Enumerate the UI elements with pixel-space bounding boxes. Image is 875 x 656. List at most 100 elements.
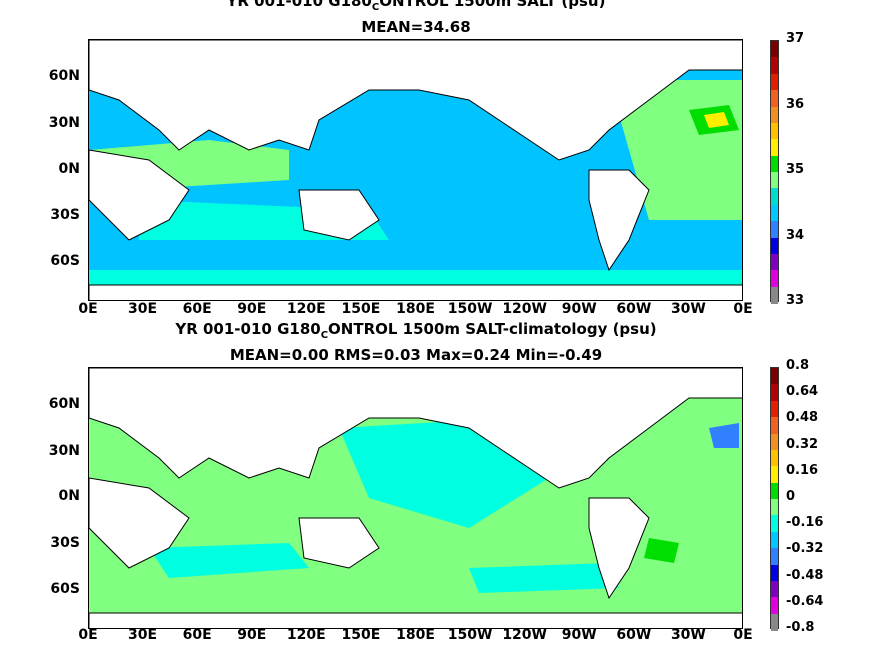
colorbar-tick-label: 0 bbox=[786, 489, 796, 504]
colorbar-swatch bbox=[771, 580, 778, 598]
lat-tick-label: 60N bbox=[48, 396, 80, 412]
lat-tick-label: 30N bbox=[48, 115, 80, 131]
colorbar-tick-label: 35 bbox=[786, 162, 805, 177]
panel2-map-svg bbox=[89, 368, 742, 628]
colorbar-swatch bbox=[771, 253, 778, 271]
lat-tick-label: 30S bbox=[50, 535, 80, 551]
colorbar-tick-label: 33 bbox=[786, 293, 805, 308]
panel2-title: YR 001-010 G180CONTROL 1500m SALT-climat… bbox=[175, 320, 657, 341]
lon-tick-label: 0E bbox=[78, 627, 98, 643]
colorbar-swatch bbox=[771, 204, 778, 222]
lon-tick-label: 60E bbox=[182, 627, 212, 643]
colorbar-tick-label: 36 bbox=[786, 96, 805, 112]
panel1-map-svg bbox=[89, 40, 742, 300]
colorbar-swatch bbox=[771, 90, 778, 107]
lon-tick-label: 120W bbox=[502, 627, 547, 643]
lon-tick-label: 30W bbox=[670, 627, 706, 643]
colorbar-swatch bbox=[771, 400, 778, 418]
lon-tick-label: 90E bbox=[237, 301, 267, 317]
colorbar-tick-label: -0.8 bbox=[786, 620, 815, 635]
colorbar-swatch bbox=[771, 221, 778, 238]
lon-tick-label: 150E bbox=[341, 301, 381, 317]
colorbar-swatch bbox=[771, 384, 778, 402]
panel2-colorbar bbox=[770, 367, 779, 631]
panel2-south-america bbox=[588, 497, 650, 600]
panel1-map bbox=[88, 39, 743, 301]
lon-tick-label: 180E bbox=[396, 627, 435, 643]
colorbar-tick-label: -0.48 bbox=[786, 567, 824, 583]
lon-tick-label: 60W bbox=[616, 301, 652, 317]
colorbar-swatch bbox=[771, 499, 778, 516]
lon-tick-label: 30E bbox=[128, 627, 158, 643]
colorbar-tick-label: 0.16 bbox=[786, 462, 819, 478]
panel1-south-america bbox=[588, 169, 650, 272]
colorbar-swatch bbox=[771, 564, 778, 582]
lon-tick-label: 30W bbox=[670, 301, 706, 317]
colorbar-swatch bbox=[771, 466, 778, 484]
colorbar-swatch bbox=[771, 41, 778, 58]
panel2-southeast-pacific-zone bbox=[469, 563, 619, 593]
lon-tick-label: 60W bbox=[616, 627, 652, 643]
panel1-stats: MEAN=34.68 bbox=[361, 18, 471, 36]
lon-tick-label: 150W bbox=[447, 301, 493, 317]
panel2-south-atlantic-plus bbox=[644, 538, 679, 563]
colorbar-tick-label: 34 bbox=[786, 227, 805, 243]
colorbar-swatch bbox=[771, 531, 778, 549]
lon-tick-label: 90E bbox=[237, 627, 267, 643]
colorbar-swatch bbox=[771, 417, 778, 434]
panel2-southern-zone bbox=[149, 543, 309, 578]
panel2-africa bbox=[89, 477, 190, 569]
lon-tick-label: 150E bbox=[341, 627, 381, 643]
colorbar-swatch bbox=[771, 237, 778, 255]
lon-tick-label: 120E bbox=[286, 301, 326, 317]
lat-tick-label: 0N bbox=[58, 161, 80, 177]
colorbar-tick-label: 0.32 bbox=[786, 436, 819, 452]
panel2-stats: MEAN=0.00 RMS=0.03 Max=0.24 Min=-0.49 bbox=[229, 346, 603, 364]
colorbar-tick-label: 0.64 bbox=[786, 384, 819, 400]
panel1-antarctica bbox=[89, 284, 742, 300]
colorbar-swatch bbox=[771, 139, 778, 157]
panel1-northern-land bbox=[89, 40, 742, 161]
colorbar-swatch bbox=[771, 433, 778, 451]
panel1-colorbar bbox=[770, 40, 779, 304]
panel1-med-core bbox=[704, 112, 729, 128]
panel1-title: YR 001-010 G180CONTROL 1500m SALT (psu) bbox=[226, 0, 606, 13]
colorbar-swatch bbox=[771, 368, 778, 385]
colorbar-swatch bbox=[771, 188, 778, 206]
panel2-antarctica bbox=[89, 612, 742, 628]
panel1-africa bbox=[89, 149, 190, 241]
colorbar-swatch bbox=[771, 172, 778, 189]
colorbar-tick-label: 0.48 bbox=[786, 410, 819, 426]
colorbar-swatch bbox=[771, 57, 778, 75]
panel2-med-minus bbox=[709, 423, 739, 448]
lon-tick-label: 120E bbox=[286, 627, 326, 643]
colorbar-swatch bbox=[771, 613, 778, 631]
panel2-australia bbox=[298, 517, 380, 569]
colorbar-swatch bbox=[771, 548, 778, 565]
lat-tick-label: 60S bbox=[50, 253, 80, 269]
lat-tick-label: 30S bbox=[50, 207, 80, 223]
lon-tick-label: 30E bbox=[128, 301, 158, 317]
colorbar-swatch bbox=[771, 122, 778, 140]
colorbar-swatch bbox=[771, 270, 778, 288]
lon-tick-label: 180E bbox=[396, 301, 435, 317]
panel1-land bbox=[89, 40, 742, 300]
colorbar-tick-label: 37 bbox=[786, 31, 805, 46]
lon-tick-label: 60E bbox=[182, 301, 212, 317]
colorbar-tick-label: -0.64 bbox=[786, 593, 824, 609]
panel1-australia bbox=[298, 189, 380, 241]
lon-tick-label: 120W bbox=[502, 301, 547, 317]
colorbar-tick-label: -0.32 bbox=[786, 541, 824, 557]
lat-tick-label: 0N bbox=[58, 488, 80, 504]
lon-tick-label: 90W bbox=[561, 627, 597, 643]
colorbar-swatch bbox=[771, 155, 778, 173]
panel2-northern-land bbox=[89, 368, 742, 489]
colorbar-swatch bbox=[771, 449, 778, 467]
lat-tick-label: 30N bbox=[48, 443, 80, 459]
lon-tick-label: 0E bbox=[733, 627, 753, 643]
colorbar-swatch bbox=[771, 73, 778, 91]
colorbar-swatch bbox=[771, 286, 778, 304]
panel2-map bbox=[88, 367, 743, 629]
lat-tick-label: 60S bbox=[50, 581, 80, 597]
colorbar-tick-label: 0.8 bbox=[786, 358, 810, 373]
